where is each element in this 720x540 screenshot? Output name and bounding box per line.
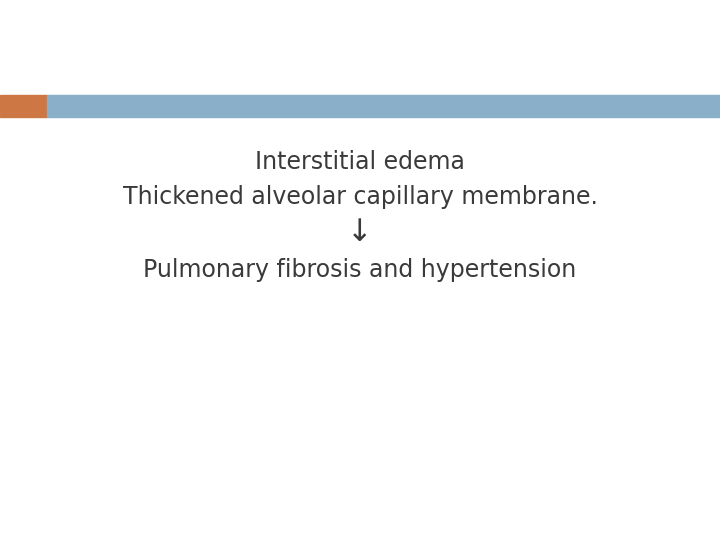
- Text: Thickened alveolar capillary membrane.: Thickened alveolar capillary membrane.: [122, 185, 598, 209]
- Text: ↓: ↓: [347, 218, 373, 247]
- Text: Pulmonary fibrosis and hypertension: Pulmonary fibrosis and hypertension: [143, 258, 577, 282]
- Bar: [0, 95, 47, 117]
- Bar: [47, 95, 720, 117]
- Text: Interstitial edema: Interstitial edema: [255, 150, 465, 174]
